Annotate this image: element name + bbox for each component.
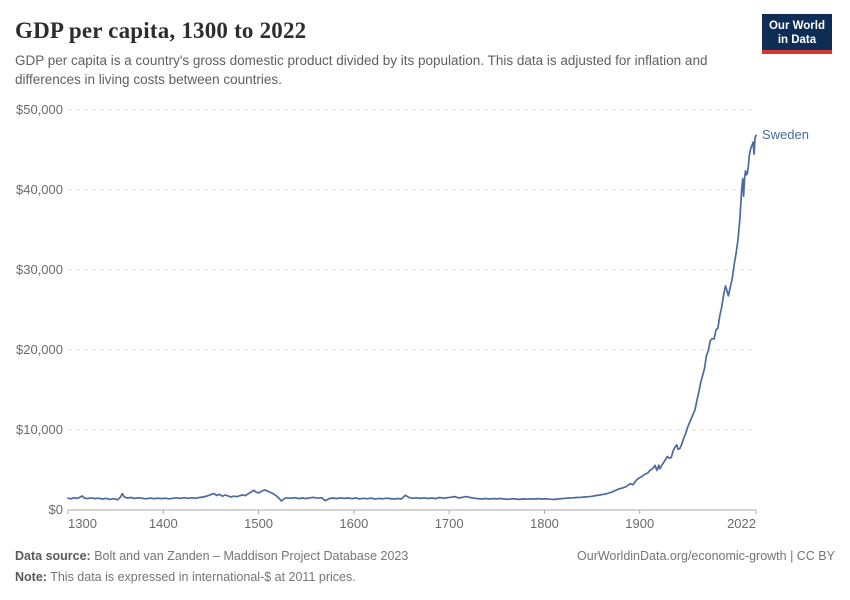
x-tick-label: 1900 — [625, 516, 655, 531]
y-tick-label: $50,000 — [16, 102, 63, 117]
x-tick-label: 1700 — [434, 516, 464, 531]
owid-citation-link[interactable]: OurWorldinData.org/economic-growth | CC … — [577, 549, 835, 563]
x-tick-label: 1300 — [68, 516, 97, 531]
y-tick-label: $10,000 — [16, 422, 63, 437]
data-source-text: Bolt and van Zanden – Maddison Project D… — [94, 549, 409, 563]
y-tick-label: $0 — [48, 502, 63, 517]
owid-logo-line1: Our World — [768, 20, 825, 32]
note-text: This data is expressed in international-… — [50, 570, 356, 584]
y-tick-label: $20,000 — [16, 342, 63, 357]
x-tick-label: 1800 — [529, 516, 559, 531]
x-tick-label: 2022 — [727, 516, 756, 531]
chart-subtitle: GDP per capita is a country's gross dome… — [15, 53, 708, 87]
x-tick-label: 1600 — [339, 516, 369, 531]
footer-notes: Data source: Bolt and van Zanden – Maddi… — [15, 546, 408, 588]
data-line-sweden[interactable] — [67, 134, 757, 502]
owid-logo[interactable]: Our World in Data — [761, 14, 832, 54]
footer-source-line: Data source: Bolt and van Zanden – Maddi… — [15, 546, 408, 567]
x-tick-label: 1400 — [148, 516, 178, 531]
note-label: Note: — [15, 570, 47, 584]
footer-note-line: Note: This data is expressed in internat… — [15, 567, 408, 588]
y-tick-label: $30,000 — [16, 262, 63, 277]
series-label-sweden[interactable]: Sweden — [762, 127, 809, 143]
owid-logo-line2: in Data — [777, 34, 817, 46]
data-source-label: Data source: — [15, 549, 91, 563]
page-title: GDP per capita, 1300 to 2022 — [15, 18, 307, 43]
y-tick-label: $40,000 — [16, 182, 63, 197]
x-tick-label: 1500 — [244, 516, 274, 531]
